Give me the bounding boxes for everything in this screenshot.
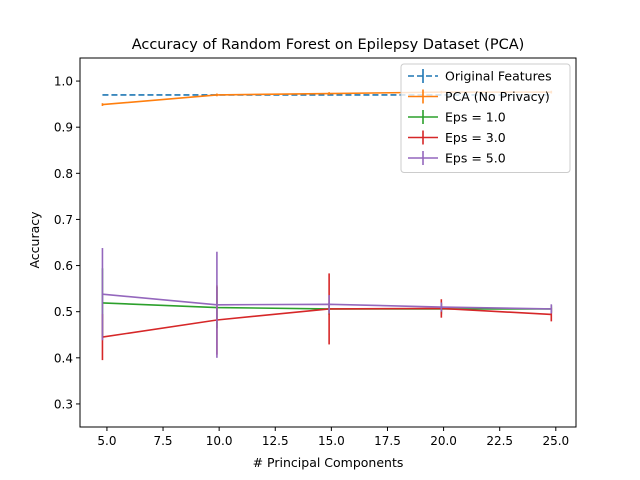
y-tick-label: 0.3 bbox=[54, 397, 73, 411]
series-line-3 bbox=[102, 307, 552, 338]
x-tick-label: 7.5 bbox=[153, 434, 172, 448]
y-tick-label: 0.4 bbox=[54, 351, 73, 365]
x-tick-label: 22.5 bbox=[486, 434, 513, 448]
x-tick-label: 15.0 bbox=[318, 434, 345, 448]
y-tick-label: 1.0 bbox=[54, 75, 73, 89]
legend-label: Eps = 1.0 bbox=[445, 110, 506, 125]
x-tick-label: 5.0 bbox=[97, 434, 116, 448]
y-tick-label: 0.5 bbox=[54, 305, 73, 319]
y-tick-label: 0.6 bbox=[54, 259, 73, 273]
plot-area: 5.0 7.5 10.0 12.5 15.0 17.5 20.0 22.5 25.0 0.3 0.4… bbox=[54, 57, 577, 448]
legend: Original Features PCA (No Privacy) Eps = 1… bbox=[400, 63, 571, 173]
series-line-4 bbox=[102, 293, 552, 310]
x-tick-label: 17.5 bbox=[374, 434, 401, 448]
x-tick-label: 20.0 bbox=[430, 434, 457, 448]
chart-title: Accuracy of Random Forest on Epilepsy Da… bbox=[132, 37, 525, 53]
x-tick-label: 10.0 bbox=[206, 434, 233, 448]
legend-item-3: Eps = 3.0 bbox=[408, 130, 506, 145]
y-tick-label: 0.7 bbox=[54, 213, 73, 227]
y-tick-label: 0.9 bbox=[54, 121, 73, 135]
legend-item-2: Eps = 1.0 bbox=[408, 110, 506, 125]
y-tick-label: 0.8 bbox=[54, 167, 73, 181]
x-axis-label: # Principal Components bbox=[253, 455, 404, 470]
x-tick-label: 25.0 bbox=[542, 434, 569, 448]
legend-label: Original Features bbox=[445, 69, 552, 84]
legend-item-4: Eps = 5.0 bbox=[408, 151, 506, 166]
y-axis-label: Accuracy bbox=[27, 211, 42, 269]
legend-label: Eps = 5.0 bbox=[445, 151, 506, 166]
legend-item-0: Original Features bbox=[408, 69, 552, 84]
x-tick-label: 12.5 bbox=[262, 434, 289, 448]
legend-box bbox=[400, 63, 571, 173]
axes-frame bbox=[79, 57, 577, 428]
legend-item-1: PCA (No Privacy) bbox=[408, 89, 550, 104]
legend-label: PCA (No Privacy) bbox=[445, 89, 550, 104]
legend-label: Eps = 3.0 bbox=[445, 130, 506, 145]
